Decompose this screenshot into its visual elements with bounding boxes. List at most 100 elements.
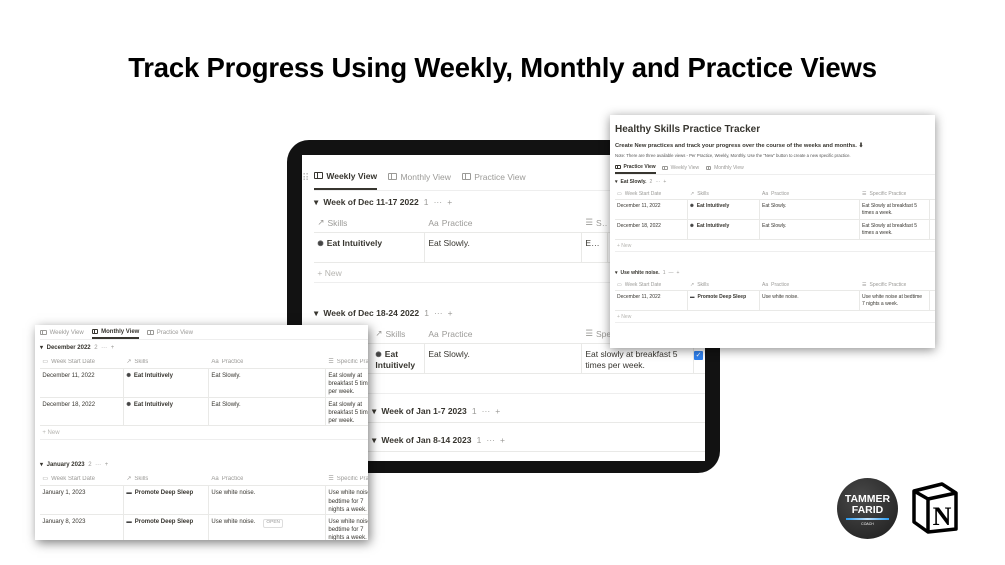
column-header[interactable]: ▭ Week Start Date — [40, 358, 124, 366]
table-row[interactable]: December 18, 2022 ✺ Eat Intuitively Eat Slo… — [40, 397, 368, 427]
tab-weekly-view[interactable]: Weekly View — [40, 326, 84, 339]
group-header[interactable]: ▾ Use white noise. 1— + — [615, 266, 935, 279]
column-header-label: Practice — [441, 328, 473, 339]
more-options-button[interactable]: ··· — [481, 406, 491, 416]
more-options-button[interactable]: — — [668, 269, 674, 276]
monthly-view-panel: Weekly View Monthly View Practice View ▾ Dec… — [40, 326, 368, 540]
column-header[interactable]: ▭ Week Start Date — [615, 282, 688, 288]
column-header[interactable]: ↗ Skills — [314, 217, 425, 228]
table-row[interactable]: December 11, 2022 ✺ Eat Intuitively Eat Slo… — [615, 200, 935, 220]
tab-practice-view[interactable]: Practice View — [147, 326, 193, 339]
column-header[interactable]: Aa Practice — [425, 329, 582, 339]
group: ▾ Eat Slowly. 2 ··· + ▭ Week Start Date ↗ Skills… — [615, 175, 935, 252]
column-header[interactable]: ☰Specific Practice — [326, 475, 368, 483]
table-row[interactable]: December 11, 2022 ✺ Eat Intuitively Eat Slo… — [40, 369, 368, 398]
tab-monthly-view[interactable]: Monthly View — [705, 162, 744, 174]
column-header[interactable]: ☰Specific Practice — [582, 217, 608, 228]
add-button[interactable]: + — [447, 308, 453, 318]
open-button[interactable]: OPEN — [263, 519, 284, 528]
add-button[interactable]: + — [104, 461, 109, 468]
skill-label: Eat Intuitively — [696, 222, 730, 229]
collapse-toggle-icon[interactable]: ▾ — [40, 462, 44, 469]
column-header[interactable]: ↗ Skills — [688, 191, 760, 197]
column-header[interactable]: ▭ Week Start Date — [615, 191, 688, 197]
column-header[interactable]: ☰Specific Practice — [582, 328, 694, 339]
skill-cell[interactable]: ▬ Promote Deep Sleep — [124, 486, 209, 514]
tab-weekly-view[interactable]: Weekly View — [662, 162, 699, 174]
add-button[interactable]: + — [499, 435, 505, 445]
column-header-label: Practice — [771, 281, 790, 288]
table-row[interactable]: December 11, 2022 ▬ Promote Deep Sleep Use … — [615, 291, 935, 311]
collapse-toggle-icon[interactable]: ▾ — [372, 405, 377, 416]
skill-cell[interactable]: ✺ Eat Intuitively — [314, 233, 425, 262]
add-button[interactable]: + — [495, 406, 501, 416]
tab-monthly-view[interactable]: Monthly View — [388, 163, 451, 190]
more-options-button[interactable]: ··· — [434, 308, 443, 318]
practice-label: Eat Slowly. — [762, 222, 787, 229]
page-headline: Track Progress Using Weekly, Monthly and… — [128, 52, 877, 83]
group-header[interactable]: ▾ December 2022 2 ··· + — [40, 340, 368, 355]
collapse-toggle-icon[interactable]: ▾ — [615, 269, 618, 276]
practice-cell: Use white noise. OPEN — [209, 514, 326, 540]
skill-cell[interactable]: ✺ Eat Intuitively — [372, 344, 425, 373]
new-row-button[interactable]: + New — [615, 240, 935, 252]
group-header[interactable]: ▾ Week of Dec 18-24 2022 1 ··· + — [314, 302, 705, 324]
tab-monthly-view[interactable]: Monthly View — [91, 326, 140, 339]
table-row[interactable]: January 1, 2023 ▬ Promote Deep Sleep Use wh… — [40, 486, 368, 515]
column-header[interactable]: ↗ Skills — [124, 358, 209, 366]
text-aa-icon: Aa — [762, 190, 769, 197]
column-header[interactable]: ☰Specific Practice — [860, 191, 930, 197]
group-header[interactable]: ▾ Week of Jan 8-14 2023 1 ··· + — [372, 429, 705, 451]
skill-cell[interactable]: ✺ Eat Intuitively — [688, 220, 760, 239]
column-header[interactable]: ↗ Skills — [124, 475, 209, 483]
collapse-toggle-icon[interactable]: ▾ — [314, 307, 319, 318]
collapse-toggle-icon[interactable]: ▾ — [372, 434, 377, 445]
group-header[interactable]: ▾ Week of Dec 11-17 2022 1 ··· + — [314, 191, 705, 213]
add-button[interactable]: + — [447, 197, 453, 207]
new-row-button[interactable]: + New — [40, 426, 368, 441]
skill-cell[interactable]: ✺ Eat Intuitively — [124, 369, 209, 397]
skill-cell[interactable]: ✺ Eat Intuitively — [688, 200, 760, 219]
done-checkbox[interactable]: ✓ — [694, 351, 703, 360]
more-options-button[interactable]: ··· — [101, 344, 108, 351]
skill-cell[interactable]: ▬ Promote Deep Sleep — [688, 291, 760, 310]
skill-cell[interactable]: ▬ Promote Deep Sleep — [124, 514, 209, 540]
column-header[interactable]: ↗ Skills — [372, 328, 425, 339]
new-row-button[interactable]: + New — [615, 311, 935, 323]
column-header[interactable]: Aa Practice — [760, 282, 860, 288]
column-header-label: Practice — [221, 475, 244, 482]
group-header[interactable]: ▾ Week of Jan 1-7 2023 1 ··· + — [372, 400, 705, 422]
tab-practice-view[interactable]: Practice View — [461, 163, 526, 190]
add-button[interactable]: + — [663, 178, 667, 185]
more-options-button[interactable]: ··· — [433, 197, 443, 207]
add-button[interactable]: + — [676, 269, 680, 276]
group-header[interactable]: ▾ Eat Slowly. 2 ··· + — [615, 175, 935, 188]
table-row[interactable]: December 18, 2022 ✺ Eat Intuitively Eat Slo… — [615, 220, 935, 240]
collapse-toggle-icon[interactable]: ▾ — [615, 178, 618, 185]
tammer-farid-logo: TAMMER FARID COACH — [837, 478, 898, 539]
more-options-button[interactable]: ··· — [655, 178, 661, 185]
column-header[interactable]: Aa Practice — [425, 218, 582, 228]
specific-practice-cell: Eat slowly at breakfast 5 times per week… — [582, 344, 694, 373]
more-options-button[interactable]: ··· — [486, 435, 495, 445]
column-header[interactable]: Aa Practice — [209, 476, 326, 482]
collapse-toggle-icon[interactable]: ▾ — [40, 345, 44, 351]
column-header[interactable]: ☰Specific Practice — [326, 358, 368, 366]
skill-cell[interactable]: ✺ Eat Intuitively — [124, 397, 209, 426]
add-button[interactable]: + — [110, 344, 115, 351]
column-header[interactable]: ↗ Skills — [688, 282, 760, 288]
column-header[interactable]: Aa Practice — [760, 191, 860, 197]
new-row-button[interactable]: + New — [314, 263, 705, 283]
table-row[interactable]: January 8, 2023 ▬ Promote Deep Sleep Use wh… — [40, 514, 368, 540]
drag-handle-icon[interactable]: ⠿ — [302, 173, 310, 184]
collapse-toggle-icon[interactable]: ▾ — [314, 196, 319, 207]
tab-weekly-view[interactable]: Weekly View — [314, 163, 378, 190]
tab-practice-view[interactable]: Practice View — [615, 162, 656, 174]
more-options-button[interactable]: ··· — [95, 461, 102, 468]
column-header[interactable]: ☰Specific Practice — [860, 282, 930, 288]
column-header[interactable]: Aa Practice — [209, 359, 326, 365]
group-header[interactable]: ▾ January 2023 2 ··· + — [40, 457, 368, 472]
column-header[interactable]: ▭ Week Start Date — [40, 475, 124, 483]
